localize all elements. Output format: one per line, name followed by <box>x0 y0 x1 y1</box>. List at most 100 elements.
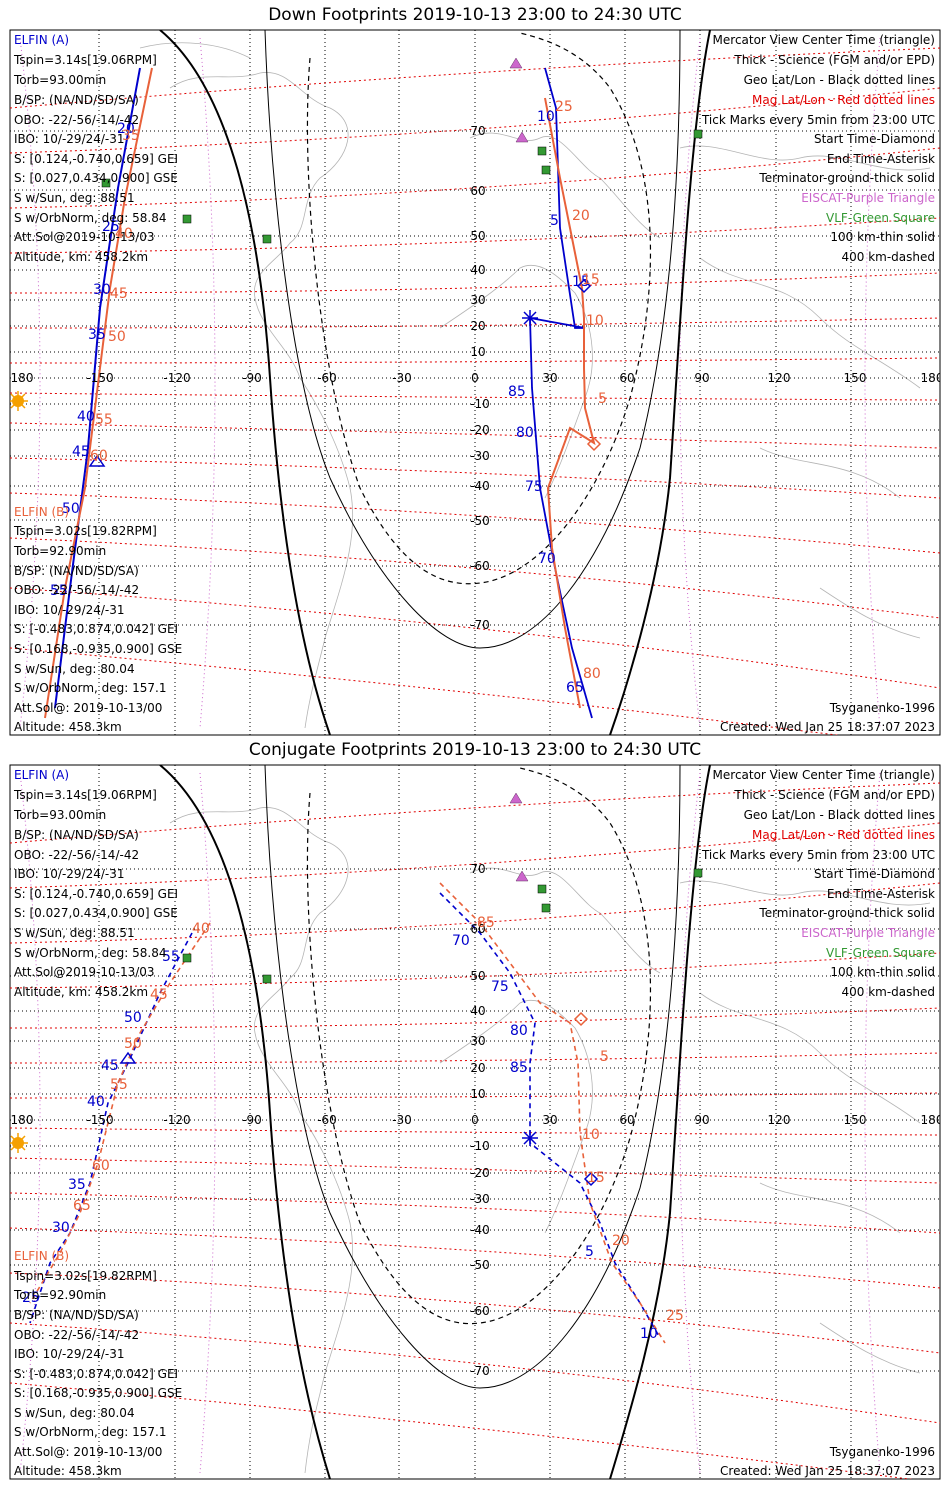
svg-text:End Time-Asterisk: End Time-Asterisk <box>827 887 935 901</box>
track-b-tick-labels: 35 40 45 50 55 60 25 20 15 10 5 80 <box>90 99 607 682</box>
track-elfin-b-right <box>544 97 596 709</box>
svg-text:120: 120 <box>768 1113 791 1127</box>
vlf-squares <box>182 868 703 984</box>
svg-text:80: 80 <box>583 666 601 682</box>
svg-text:15: 15 <box>572 274 590 290</box>
svg-text:-120: -120 <box>163 1113 190 1127</box>
svg-text:Altitude: 458.3km: Altitude: 458.3km <box>14 720 122 734</box>
svg-text:400 km-dashed: 400 km-dashed <box>841 250 935 264</box>
svg-text:Att.Sol@2019-10-13/03: Att.Sol@2019-10-13/03 <box>14 965 155 979</box>
svg-text:10: 10 <box>640 1326 658 1342</box>
svg-text:Mercator View Center Time (tri: Mercator View Center Time (triangle) <box>713 33 935 47</box>
svg-text:180: 180 <box>11 371 34 385</box>
svg-text:ELFIN (B): ELFIN (B) <box>14 505 69 519</box>
svg-text:Torb=92.90min: Torb=92.90min <box>13 1288 106 1302</box>
legend-left-a: ELFIN (A) Tspin=3.14s[19.06RPM] Torb=93.… <box>13 768 178 999</box>
svg-text:-40: -40 <box>470 479 490 493</box>
svg-text:60: 60 <box>619 371 634 385</box>
svg-text:Att.Sol@: 2019-10-13/00: Att.Sol@: 2019-10-13/00 <box>14 701 162 715</box>
geo-grid <box>10 765 940 1479</box>
svg-text:B/SP: (NA/ND/SD/SA): B/SP: (NA/ND/SD/SA) <box>14 828 139 842</box>
start-diamond-b <box>586 436 602 452</box>
track-b-tick-labels: 40 45 50 55 60 65 85 5 10 15 20 25 <box>73 915 684 1324</box>
terminator-thick <box>159 30 331 735</box>
svg-text:85: 85 <box>510 1060 528 1076</box>
svg-text:75: 75 <box>525 479 543 495</box>
svg-text:-90: -90 <box>242 1113 262 1127</box>
svg-text:IBO: 10/-29/24/-31: IBO: 10/-29/24/-31 <box>14 603 125 617</box>
svg-text:Terminator-ground-thick solid: Terminator-ground-thick solid <box>758 906 935 920</box>
svg-text:Mag Lat/Lon - Red dotted lines: Mag Lat/Lon - Red dotted lines <box>752 93 935 107</box>
svg-text:80: 80 <box>516 425 534 441</box>
svg-text:S w/OrbNorm, deg: 58.84: S w/OrbNorm, deg: 58.84 <box>14 211 166 225</box>
svg-text:-30: -30 <box>392 371 412 385</box>
svg-text:0: 0 <box>471 1113 479 1127</box>
svg-text:IBO: 10/-29/24/-31: IBO: 10/-29/24/-31 <box>14 132 125 146</box>
svg-text:60: 60 <box>92 1158 110 1174</box>
svg-text:80: 80 <box>510 1023 528 1039</box>
lat-tick-labels: 70 60 50 40 30 20 10 -10 -20 -30 -40 -50… <box>470 862 490 1378</box>
svg-text:-50: -50 <box>470 514 490 528</box>
svg-text:-150: -150 <box>86 1113 113 1127</box>
svg-text:B/SP: (NA/ND/SD/SA): B/SP: (NA/ND/SD/SA) <box>14 93 139 107</box>
svg-text:B/SP: (NA/ND/SD/SA): B/SP: (NA/ND/SD/SA) <box>14 564 139 578</box>
svg-text:-40: -40 <box>470 1223 490 1237</box>
svg-text:EISCAT-Purple Triangle: EISCAT-Purple Triangle <box>801 191 935 205</box>
model-label: Tsyganenko-1996 <box>829 701 935 715</box>
mag-grid <box>10 47 940 735</box>
svg-text:10: 10 <box>586 313 604 329</box>
track-elfin-b-right <box>439 882 666 1344</box>
svg-text:OBO: -22/-56/-14/-42: OBO: -22/-56/-14/-42 <box>14 113 139 127</box>
svg-text:0: 0 <box>471 371 479 385</box>
coastlines <box>139 42 931 729</box>
legend-right: Mercator View Center Time (triangle) Thi… <box>701 33 935 264</box>
svg-text:Mercator View Center Time (tri: Mercator View Center Time (triangle) <box>713 768 935 782</box>
svg-text:30: 30 <box>542 371 557 385</box>
terminator-100km <box>264 30 681 649</box>
center-triangle-a <box>88 454 106 467</box>
sun-icon <box>10 1133 28 1153</box>
legend-left-b: ELFIN (B) Tspin=3.02s[19.82RPM] Torb=92.… <box>13 505 182 734</box>
svg-text:Mag Lat/Lon - Red dotted lines: Mag Lat/Lon - Red dotted lines <box>752 828 935 842</box>
svg-text:S: [0.168,-0.935,0.900] GSE: S: [0.168,-0.935,0.900] GSE <box>14 642 182 656</box>
legend-left-a: ELFIN (A) Tspin=3.14s[19.06RPM] Torb=93.… <box>13 33 178 264</box>
svg-text:5: 5 <box>550 213 559 229</box>
svg-text:VLF-Green Square: VLF-Green Square <box>826 211 935 225</box>
svg-text:35: 35 <box>122 128 140 144</box>
svg-text:20: 20 <box>470 319 485 333</box>
svg-text:Thick - Science (FGM and/or EP: Thick - Science (FGM and/or EPD) <box>733 788 935 802</box>
svg-text:30: 30 <box>470 293 485 307</box>
track-elfin-b-left <box>44 67 153 719</box>
svg-text:35: 35 <box>88 327 106 343</box>
track-elfin-b-left <box>29 922 211 1304</box>
svg-text:15: 15 <box>587 1170 605 1186</box>
svg-text:OBO: -22/-56/-14/-42: OBO: -22/-56/-14/-42 <box>14 583 139 597</box>
sun-icon <box>10 391 28 411</box>
svg-text:40: 40 <box>470 263 485 277</box>
svg-text:Altitude, km: 458.2km: Altitude, km: 458.2km <box>14 985 148 999</box>
svg-text:55: 55 <box>162 949 180 965</box>
track-elfin-a-left <box>29 932 193 1324</box>
svg-text:30: 30 <box>470 1034 485 1048</box>
svg-text:180: 180 <box>11 1113 34 1127</box>
svg-text:Tspin=3.14s[19.06RPM]: Tspin=3.14s[19.06RPM] <box>13 788 157 802</box>
svg-text:25: 25 <box>666 1308 684 1324</box>
svg-text:S w/OrbNorm, deg: 58.84: S w/OrbNorm, deg: 58.84 <box>14 946 166 960</box>
lat-tick-labels: 70 60 50 40 30 20 10 -10 -20 -30 -40 -50… <box>470 124 490 632</box>
track-a-tick-labels: 55 50 45 40 35 30 25 70 75 80 85 5 10 <box>22 933 658 1342</box>
svg-text:65: 65 <box>73 1198 91 1214</box>
vlf-squares <box>101 129 703 244</box>
svg-text:55: 55 <box>95 412 113 428</box>
svg-text:70: 70 <box>452 933 470 949</box>
svg-text:OBO: -22/-56/-14/-42: OBO: -22/-56/-14/-42 <box>14 848 139 862</box>
svg-text:40: 40 <box>115 226 133 242</box>
svg-text:-30: -30 <box>470 1192 490 1206</box>
svg-text:ELFIN (B): ELFIN (B) <box>14 1249 69 1263</box>
svg-text:-90: -90 <box>242 371 262 385</box>
svg-text:85: 85 <box>477 915 495 931</box>
svg-text:-150: -150 <box>86 371 113 385</box>
svg-text:50: 50 <box>62 501 80 517</box>
start-diamond-b <box>573 1011 589 1027</box>
center-triangle-a <box>119 1051 137 1064</box>
eiscat-triangle-2 <box>515 870 529 882</box>
